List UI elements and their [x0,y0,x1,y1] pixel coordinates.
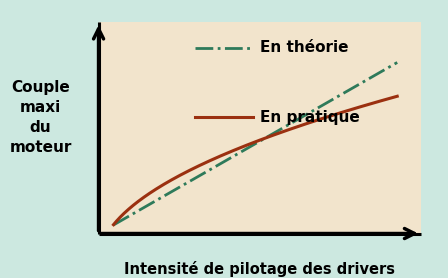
En théorie [350,86,355,90]
Line: En pratique: En pratique [113,96,397,225]
En théorie [284,124,290,127]
En pratique [280,130,285,133]
Text: Intensité de pilotage des drivers: Intensité de pilotage des drivers [125,261,395,277]
En théorie [111,223,116,227]
En pratique [112,222,117,225]
En pratique [395,95,400,98]
En pratique [279,131,284,134]
En théorie [112,223,117,226]
Line: En théorie: En théorie [113,63,397,225]
Text: Couple
maxi
du
moteur: Couple maxi du moteur [9,80,72,155]
En pratique [368,102,373,105]
En pratique [284,128,290,132]
En pratique [111,223,116,226]
En pratique [350,107,355,111]
En théorie [395,61,400,64]
En théorie [280,126,285,130]
Text: En théorie: En théorie [260,40,349,55]
En théorie [368,76,373,79]
En théorie [279,127,284,130]
Text: En pratique: En pratique [260,110,360,125]
